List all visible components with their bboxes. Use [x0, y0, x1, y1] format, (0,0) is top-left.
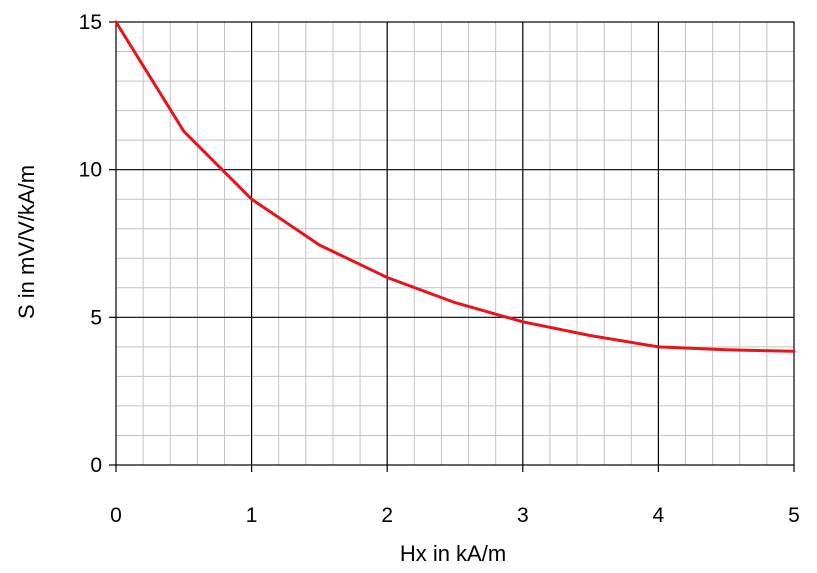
plot-frame	[115, 21, 795, 466]
minor-grid	[116, 22, 794, 465]
x-tick-label: 2	[381, 504, 393, 527]
x-tick-label: 1	[246, 504, 258, 527]
major-grid	[116, 22, 794, 465]
y-tick-label: 5	[90, 306, 102, 329]
axis-ticks	[109, 21, 795, 472]
series-group	[114, 20, 796, 353]
x-tick-labels: 0 1 2 3 4 5	[110, 504, 800, 527]
x-tick-label: 3	[517, 504, 529, 527]
y-tick-label: 10	[79, 159, 102, 182]
y-tick-labels: 0 5 10 15	[79, 11, 102, 477]
series-line	[114, 20, 796, 353]
x-axis-label: Hx in kA/m	[400, 541, 506, 566]
y-axis-label: S in mV/V/kA/m	[14, 165, 39, 319]
x-tick-label: 0	[110, 504, 122, 527]
x-tick-label: 4	[653, 504, 665, 527]
x-tick-label: 5	[788, 504, 800, 527]
y-tick-label: 15	[79, 11, 102, 34]
y-tick-label: 0	[90, 454, 102, 477]
